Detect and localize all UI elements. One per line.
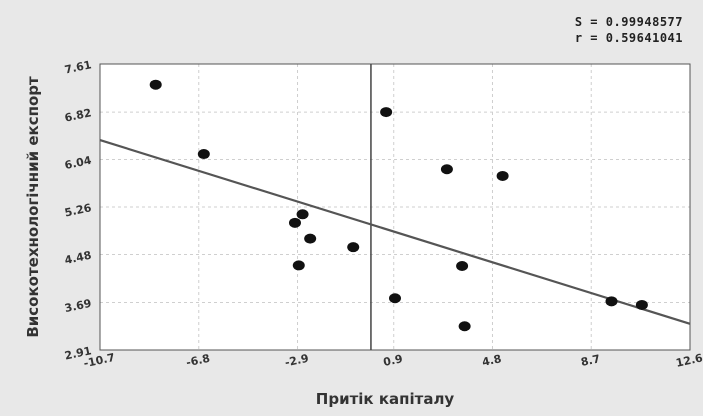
y-tick-label: 5.26 [63, 201, 93, 219]
y-tick-label: 7.61 [63, 58, 92, 76]
data-point [149, 79, 162, 90]
data-point [635, 299, 648, 310]
x-tick-label: -10.7 [82, 351, 116, 370]
plot-frame [99, 63, 691, 351]
x-tick-label: -6.8 [185, 352, 211, 370]
data-point [296, 209, 309, 220]
regression-line [99, 139, 691, 325]
r-statistic: r = 0.59641041 [574, 31, 683, 45]
stats-box: S = 0.99948577 r = 0.59641041 [575, 14, 683, 46]
data-point [292, 260, 305, 271]
data-point [288, 217, 301, 228]
data-point [456, 261, 469, 272]
s-statistic: S = 0.99948577 [574, 15, 683, 29]
data-point [605, 296, 618, 307]
data-point [304, 233, 317, 244]
data-point [347, 242, 360, 253]
y-tick-label: 6.82 [63, 106, 92, 124]
x-axis-title: Притік капіталу [316, 390, 455, 408]
data-point [197, 149, 210, 160]
x-tick-label: 0.9 [382, 352, 404, 369]
y-axis-title: Високотехнологічний експорт [24, 76, 42, 338]
data-point [389, 293, 401, 304]
x-tick-label: 8.7 [580, 352, 602, 369]
x-tick-label: 4.8 [481, 352, 503, 369]
y-tick-label: 6.04 [63, 154, 93, 172]
data-point [458, 321, 471, 332]
data-point [496, 170, 509, 181]
y-tick-label: 3.69 [63, 297, 92, 315]
y-tick-label: 4.48 [63, 249, 92, 267]
data-point [440, 164, 453, 175]
x-tick-label: 12.6 [675, 351, 703, 369]
y-tick-label: 2.91 [63, 344, 92, 362]
data-point [380, 107, 393, 118]
x-tick-label: -2.9 [284, 352, 310, 370]
